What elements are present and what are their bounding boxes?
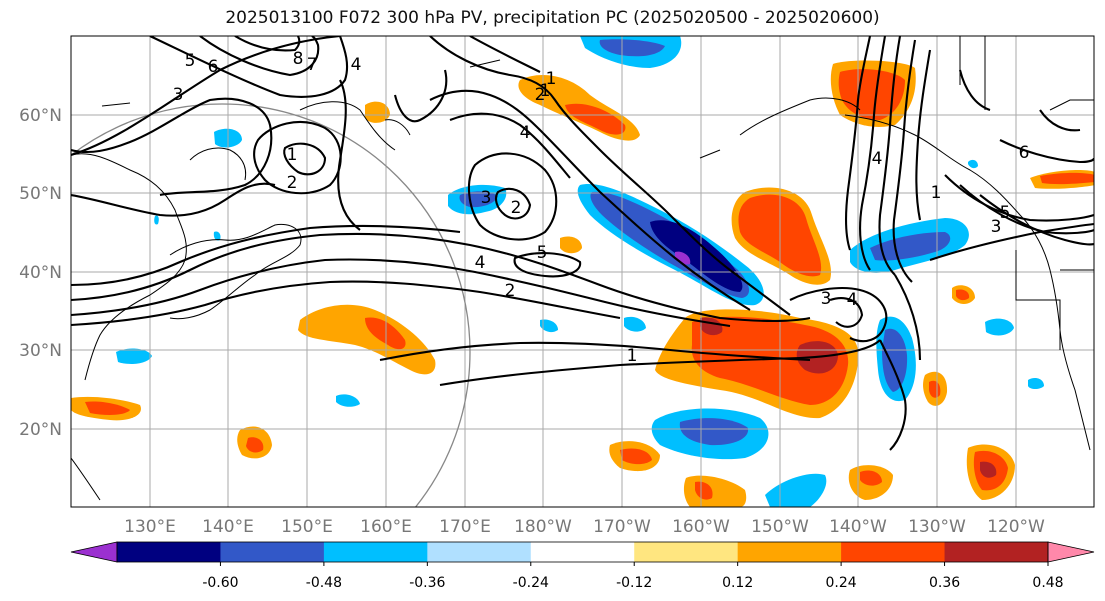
contour-label: 4 (872, 149, 883, 169)
lat-label: 60°N (19, 106, 62, 126)
contour-label: 6 (1019, 143, 1030, 163)
contour-label: 3 (821, 289, 832, 309)
contour-label: 1 (287, 145, 298, 165)
contour-label: 6 (208, 57, 219, 77)
lon-label: 130°E (124, 517, 176, 537)
colorbar-tick-label: -0.36 (409, 575, 445, 591)
colorbar-bin (427, 542, 532, 562)
contour-label: 4 (475, 253, 486, 273)
colorbar-bin (944, 542, 1049, 562)
colorbar-tick-label: -0.12 (616, 575, 652, 591)
great-circle (71, 103, 471, 507)
lon-label: 160°W (672, 517, 730, 537)
lon-label: 140°W (829, 517, 887, 537)
coastlines (71, 36, 1094, 501)
colorbar-bin (530, 542, 635, 562)
contour-label: 7 (307, 55, 318, 75)
contour-label: 5 (185, 51, 196, 71)
colorbar-bin (323, 542, 428, 562)
lon-label: 120°W (987, 517, 1045, 537)
colorbar-bin (737, 542, 842, 562)
lat-label: 30°N (19, 341, 62, 361)
colorbar-tick-label: -0.48 (306, 575, 342, 591)
lon-label: 150°E (281, 517, 333, 537)
contour-label: 8 (293, 49, 304, 69)
contour-label: 1 (931, 183, 942, 203)
contour-label: 1 (546, 69, 557, 89)
lon-label: 170°E (439, 517, 491, 537)
lon-label: 160°E (360, 517, 412, 537)
contour-label: 3 (173, 85, 184, 105)
lat-label: 20°N (19, 420, 62, 440)
contour-label: 2 (287, 173, 298, 193)
lat-label: 50°N (19, 184, 62, 204)
colorbar: -0.60 -0.48 -0.36 -0.24 -0.12 0.12 0.24 0.36 0.4… (70, 541, 1095, 591)
lon-label: 130°W (908, 517, 966, 537)
contour-label: 5 (1000, 203, 1011, 223)
colorbar-bin (634, 542, 739, 562)
colorbar-tick-label: 0.36 (929, 575, 960, 591)
colorbar-extend-low (70, 541, 118, 563)
contour-label: 4 (351, 55, 362, 75)
map-frame (70, 35, 1095, 508)
contour-label: 3 (991, 217, 1002, 237)
contour-label: 4 (847, 290, 858, 310)
colorbar-outline (116, 541, 1049, 563)
map-title: 2025013100 F072 300 hPa PV, precipitatio… (225, 8, 880, 28)
colorbar-tick-label: 0.24 (826, 575, 857, 591)
colorbar-tick-label: -0.24 (513, 575, 549, 591)
lat-label: 40°N (19, 263, 62, 283)
contour-label: 1 (627, 346, 638, 366)
contour-label: 2 (505, 281, 516, 301)
contour-label: 2 (535, 85, 546, 105)
lon-label: 140°E (202, 517, 254, 537)
contour-label: 2 (511, 198, 522, 218)
contour-label: 5 (537, 243, 548, 263)
colorbar-bin (117, 542, 221, 562)
lon-label: 170°W (593, 517, 651, 537)
colorbar-bin (220, 542, 325, 562)
contour-label: 1 (540, 81, 551, 101)
contour-label: 4 (520, 123, 531, 143)
colorbar-extend-high (1047, 541, 1095, 563)
colorbar-tick-label: 0.12 (722, 575, 753, 591)
colorbar-tick-label: 0.48 (1032, 575, 1063, 591)
latitude-labels: 60°N 50°N 40°N 30°N 20°N (19, 106, 62, 440)
contour-label: 3 (481, 188, 492, 208)
pv-contours (71, 36, 1094, 451)
longitude-labels: 130°E 140°E 150°E 160°E 170°E 180°W 170°W 160°W… (124, 517, 1045, 537)
lon-label: 150°W (751, 517, 809, 537)
colorbar-tick-label: -0.60 (202, 575, 238, 591)
lon-label: 180°W (514, 517, 572, 537)
colorbar-bin (841, 542, 946, 562)
